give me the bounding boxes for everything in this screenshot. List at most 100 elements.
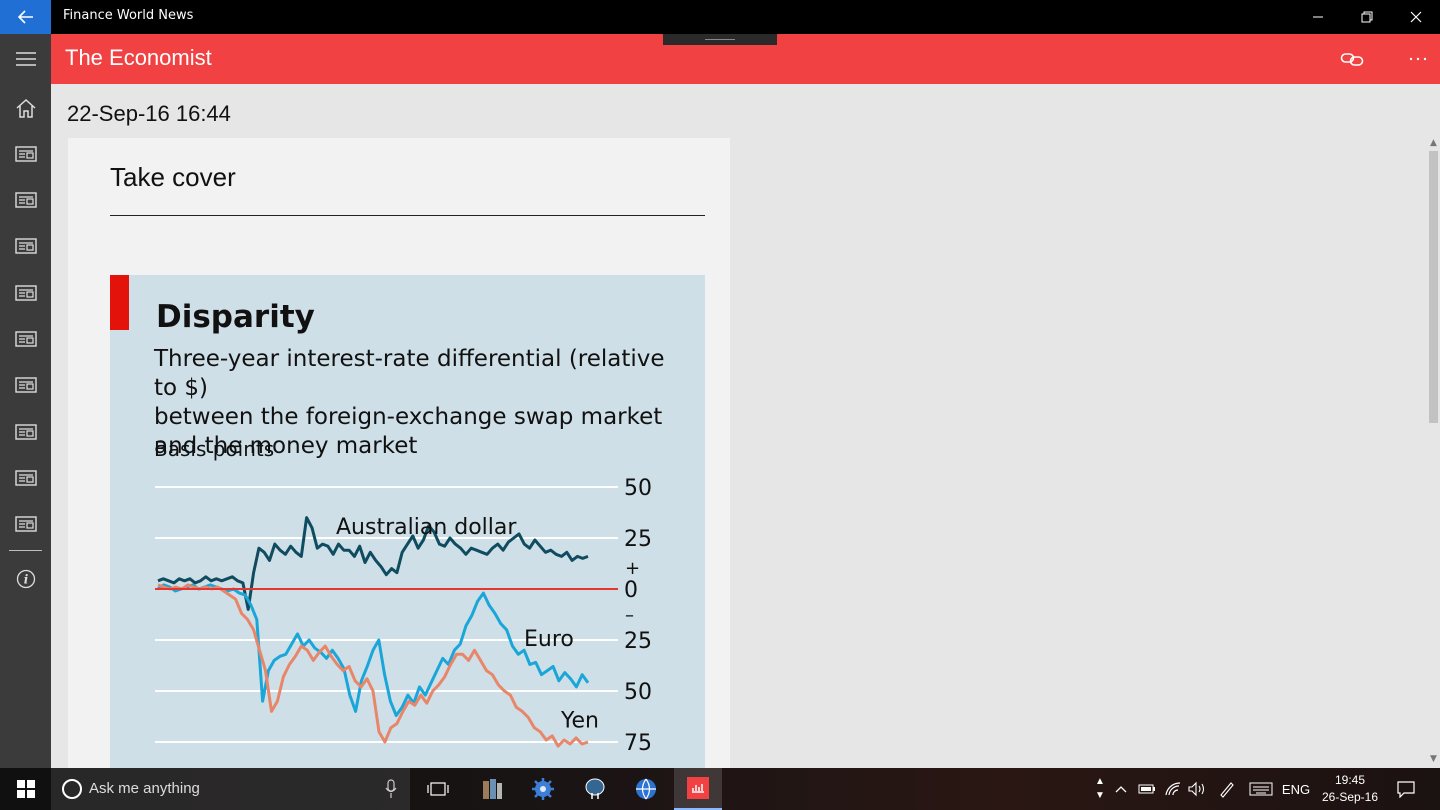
close-button[interactable]: [1392, 0, 1440, 34]
nav-feed-9[interactable]: [0, 501, 51, 547]
line-chart: 50 25 0 25 50 75 + – Australian dollar Euro Yen: [155, 476, 652, 756]
scroll-thumb[interactable]: [1429, 151, 1438, 423]
series-line-yen: [157, 583, 589, 748]
news-icon: [14, 285, 37, 301]
news-icon: [14, 146, 37, 162]
nav-feed-7[interactable]: [0, 409, 51, 455]
search-placeholder: Ask me anything: [89, 780, 200, 797]
nav-home[interactable]: [0, 85, 51, 131]
vertical-scrollbar[interactable]: ▲ ▼: [1427, 138, 1440, 768]
nav-feed-3[interactable]: [0, 223, 51, 269]
touch-keyboard-tray[interactable]: [1248, 768, 1274, 810]
taskbar-app-settings[interactable]: [519, 768, 567, 810]
chart-accent-tag: [110, 275, 129, 330]
series-label: Australian dollar: [336, 515, 517, 540]
app-title: Finance World News: [63, 8, 194, 23]
cortana-icon: [62, 779, 82, 799]
hamburger-menu-button[interactable]: [0, 36, 51, 82]
hamburger-icon: [15, 52, 36, 66]
nav-feed-2[interactable]: [0, 177, 51, 223]
news-icon: [14, 331, 37, 347]
wifi-tray[interactable]: [1162, 768, 1184, 810]
article-title: Take cover: [110, 162, 236, 192]
wifi-icon: [1165, 782, 1181, 796]
elephant-app-icon: [585, 778, 605, 799]
news-icon: [14, 377, 37, 393]
article-pane: 22-Sep-16 16:44 Take cover Disparity Thr…: [51, 84, 1440, 768]
minus-sign-label: –: [625, 605, 634, 626]
scroll-down-arrow[interactable]: ▼: [1430, 754, 1437, 764]
microphone-icon[interactable]: [384, 779, 398, 799]
taskbar-app-database[interactable]: [571, 768, 619, 810]
feed-title: The Economist: [65, 45, 212, 70]
nav-divider: [9, 550, 42, 551]
taskbar-app-finance-world-news[interactable]: [674, 768, 722, 810]
archive-app-icon: [483, 779, 502, 799]
article-date: 22-Sep-16 16:44: [67, 101, 231, 126]
chart-figure: Disparity Three-year interest-rate diffe…: [110, 275, 705, 768]
tray-scroll[interactable]: ▲ ▼: [1090, 768, 1110, 810]
restore-button[interactable]: [1343, 0, 1391, 34]
nav-feed-1[interactable]: [0, 131, 51, 177]
restore-icon: [1361, 11, 1373, 23]
taskbar-app-archive[interactable]: [468, 768, 516, 810]
title-rule: [110, 215, 705, 216]
action-center-button[interactable]: [1392, 768, 1420, 810]
task-view-icon: [427, 782, 449, 796]
series-line-euro: [157, 583, 590, 717]
pen-tray[interactable]: [1216, 768, 1238, 810]
nav-feed-4[interactable]: [0, 270, 51, 316]
series-line-australian-dollar: [157, 516, 589, 611]
home-icon: [16, 98, 35, 118]
series-label: Yen: [560, 709, 599, 734]
clock-time: 19:45: [1334, 773, 1366, 787]
finance-news-app-icon: [687, 777, 709, 799]
series-label: Euro: [524, 627, 574, 652]
title-bar: Finance World News: [0, 0, 1440, 34]
news-icon: [14, 238, 37, 254]
more-options-button[interactable]: [1403, 46, 1433, 72]
news-icon: [14, 470, 37, 486]
windows-logo-icon: [16, 780, 35, 798]
battery-tray[interactable]: [1136, 768, 1158, 810]
minimize-button[interactable]: [1294, 0, 1342, 34]
y-tick-label: 25: [624, 527, 652, 552]
volume-tray[interactable]: [1186, 768, 1208, 810]
input-language[interactable]: ENG: [1281, 781, 1311, 797]
news-icon: [14, 516, 37, 532]
chevron-down-icon[interactable]: ▼: [1095, 790, 1105, 801]
news-icon: [14, 192, 37, 208]
open-link-button[interactable]: [1337, 46, 1367, 72]
y-tick-label: 50: [624, 680, 652, 705]
minimize-icon: [1313, 16, 1323, 18]
nav-feed-8[interactable]: [0, 455, 51, 501]
news-icon: [14, 424, 37, 440]
drag-handle[interactable]: [663, 34, 777, 45]
task-view-button[interactable]: [414, 768, 462, 810]
nav-rail: i: [0, 34, 51, 768]
chart-unit-label: Basis points: [154, 437, 275, 461]
keyboard-icon: [1249, 782, 1273, 796]
clock-date: 26-Sep-16: [1321, 790, 1379, 804]
svg-text:i: i: [23, 573, 28, 587]
chevron-up-icon[interactable]: ▲: [1095, 776, 1105, 787]
plus-sign-label: +: [625, 558, 640, 579]
show-hidden-icons-button[interactable]: [1112, 768, 1130, 810]
back-button[interactable]: [0, 0, 51, 34]
taskbar-app-browser[interactable]: [622, 768, 670, 810]
nav-feed-6[interactable]: [0, 362, 51, 408]
nav-about[interactable]: i: [0, 556, 51, 602]
scroll-up-arrow[interactable]: ▲: [1430, 138, 1437, 148]
chart-subtitle-line: between the foreign-exchange swap market: [154, 404, 663, 430]
chart-title: Disparity: [156, 299, 315, 335]
pen-icon: [1220, 782, 1234, 798]
search-box[interactable]: Ask me anything: [51, 768, 410, 810]
clock[interactable]: 19:45 26-Sep-16: [1312, 772, 1388, 806]
more-icon: [1409, 57, 1427, 61]
start-button[interactable]: [0, 768, 51, 810]
y-tick-label: 50: [624, 476, 652, 501]
nav-feed-5[interactable]: [0, 316, 51, 362]
article-card: Take cover Disparity Three-year interest…: [68, 138, 730, 768]
globe-app-icon: [636, 778, 656, 800]
grip-line: [705, 39, 735, 40]
